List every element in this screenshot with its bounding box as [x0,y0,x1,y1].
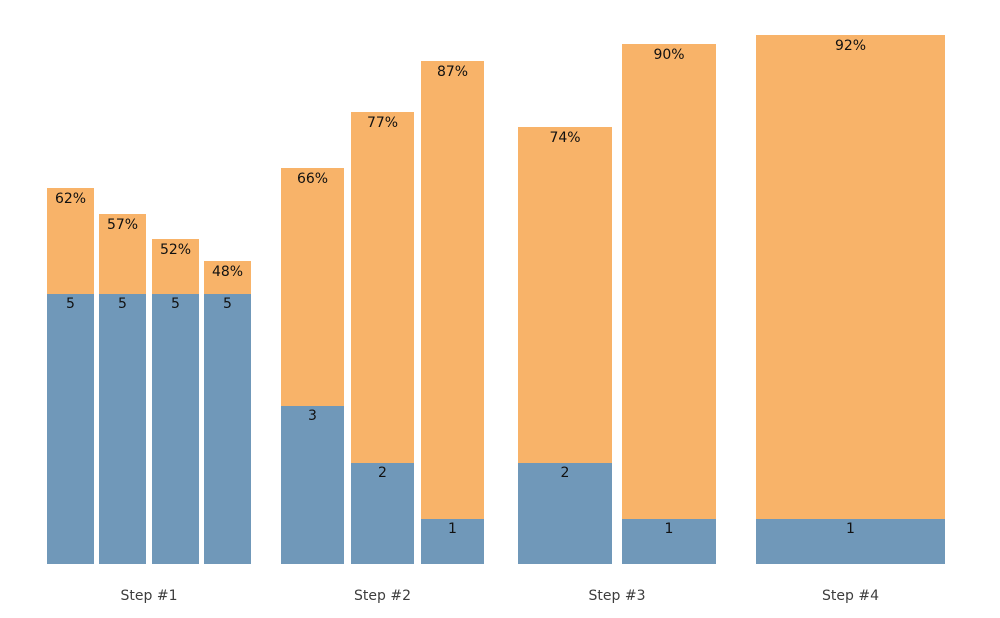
bar-percent-label: 57% [106,217,139,233]
bar-top-segment [622,44,716,519]
bar: 52% 5 [152,239,199,564]
bar-percent-label: 90% [653,47,685,63]
bar-bottom-segment [281,406,344,564]
bar-bottom-segment [756,519,945,564]
bar: 87% 1 [421,61,484,564]
bar-count-label: 2 [378,465,387,481]
bar-percent-label: 92% [834,38,867,54]
bar-count-label: 5 [223,296,232,312]
bar: 62% 5 [47,188,94,564]
bar-top-segment [756,35,945,519]
bar-top-segment [281,168,344,406]
bar-count-label: 1 [664,521,674,537]
bar: 90% 1 [622,44,716,564]
category-label: Step #1 [120,588,178,604]
bar-top-segment [421,61,484,519]
bar-percent-label: 66% [296,171,329,187]
bar-percent-label: 48% [211,264,244,280]
bar-percent-label: 52% [159,242,192,258]
bar-count-label: 1 [448,521,457,537]
bar-bottom-segment [204,294,251,564]
bar-count-label: 1 [846,521,855,537]
bar-percent-label: 87% [436,64,469,80]
bar-top-segment [152,239,199,294]
bar: 92% 1 [756,35,945,564]
bar-bottom-segment [99,294,146,564]
bar: 48% 5 [204,261,251,564]
bar-bottom-segment [622,519,716,564]
bar-bottom-segment [47,294,94,564]
bar: 57% 5 [99,214,146,564]
bar-count-label: 3 [308,408,317,424]
category-label: Step #4 [822,588,879,604]
bar: 74% 2 [518,127,612,564]
category-label: Step #2 [354,588,411,604]
bar-top-segment [99,214,146,294]
bar-percent-label: 74% [549,130,581,146]
bar-top-segment [47,188,94,294]
bar-bottom-segment [152,294,199,564]
bar-count-label: 5 [66,296,75,312]
bar-bottom-segment [351,463,414,564]
bar: 66% 3 [281,168,344,564]
bar-top-segment [518,127,612,463]
bar-top-segment [351,112,414,463]
bar-count-label: 5 [118,296,127,312]
bar-top-segment [204,261,251,294]
bar-count-label: 5 [171,296,180,312]
bar-percent-label: 77% [366,115,399,131]
bar-bottom-segment [518,463,612,564]
bar-bottom-segment [421,519,484,564]
category-label: Step #3 [588,588,646,604]
bar-percent-label: 62% [54,191,87,207]
bar-count-label: 2 [560,465,570,481]
bar: 77% 2 [351,112,414,564]
